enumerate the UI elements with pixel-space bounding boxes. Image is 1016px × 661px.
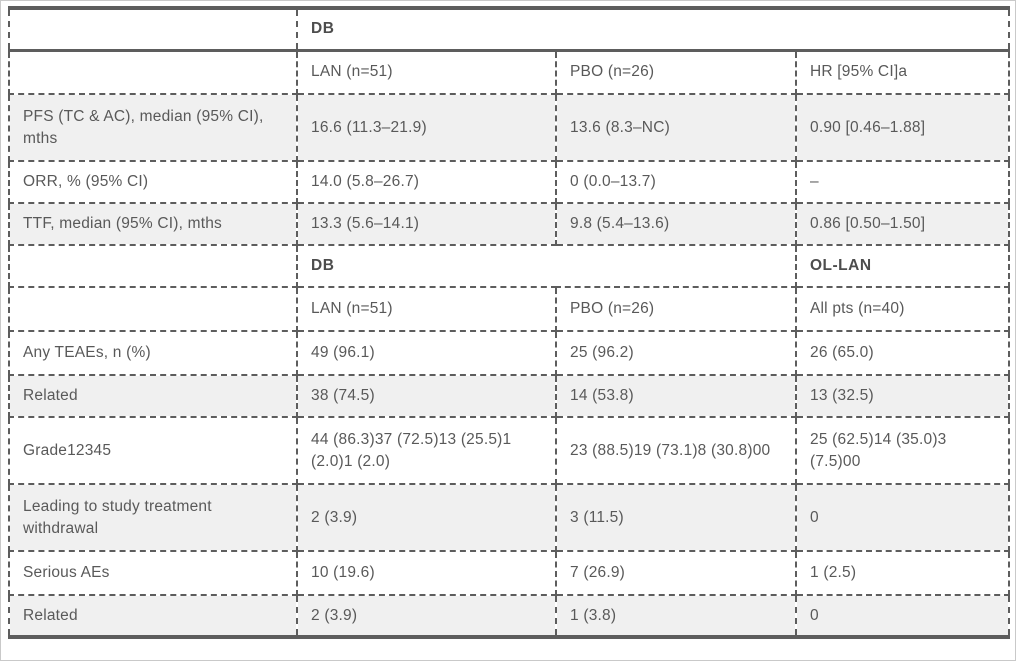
empty-corner-cell	[8, 244, 298, 288]
pfs-pbo-value: 13.6 (8.3–NC)	[555, 93, 797, 162]
safety-group-header-row: DB OL-LAN	[8, 244, 1011, 288]
grade-lan-value: 44 (86.3)37 (72.5)13 (25.5)1 (2.0)1 (2.0…	[296, 416, 557, 485]
row-label-orr: ORR, % (95% CI)	[8, 160, 298, 204]
column-header-pbo: PBO (n=26)	[555, 286, 797, 332]
serious-aes-pbo-value: 7 (26.9)	[555, 550, 797, 596]
safety-group-header-db: DB	[296, 244, 797, 288]
ttf-hr-value: 0.86 [0.50–1.50]	[794, 202, 1011, 246]
grade-pbo-value: 23 (88.5)19 (73.1)8 (30.8)00	[555, 416, 797, 485]
row-label-withdrawal: Leading to study treatment withdrawal	[8, 483, 298, 552]
empty-corner-cell	[8, 7, 298, 52]
table-row-orr: ORR, % (95% CI) 14.0 (5.8–26.7) 0 (0.0–1…	[8, 160, 1011, 204]
any-teaes-pbo-value: 25 (96.2)	[555, 330, 797, 376]
any-teaes-all-value: 26 (65.0)	[794, 330, 1011, 376]
empty-header-cell	[8, 286, 298, 332]
efficacy-group-header-row: DB	[8, 7, 1011, 52]
efficacy-column-header-row: LAN (n=51) PBO (n=26) HR [95% CI]a	[8, 49, 1011, 95]
row-label-serious-aes: Serious AEs	[8, 550, 298, 596]
related-serious-pbo-value: 1 (3.8)	[555, 594, 797, 638]
ttf-lan-value: 13.3 (5.6–14.1)	[296, 202, 557, 246]
efficacy-group-header-db: DB	[295, 7, 1011, 52]
safety-column-header-row: LAN (n=51) PBO (n=26) All pts (n=40)	[8, 286, 1011, 332]
withdrawal-all-value: 0	[794, 483, 1011, 552]
row-label-related: Related	[8, 374, 298, 418]
pfs-lan-value: 16.6 (11.3–21.9)	[296, 93, 557, 162]
orr-lan-value: 14.0 (5.8–26.7)	[296, 160, 557, 204]
safety-group-header-ol-lan: OL-LAN	[794, 244, 1011, 288]
table-row-serious-aes: Serious AEs 10 (19.6) 7 (26.9) 1 (2.5)	[8, 550, 1011, 596]
table-row-grade: Grade12345 44 (86.3)37 (72.5)13 (25.5)1 …	[8, 416, 1011, 485]
row-label-grade: Grade12345	[8, 416, 298, 485]
orr-pbo-value: 0 (0.0–13.7)	[555, 160, 797, 204]
table-row-related-teaes: Related 38 (74.5) 14 (53.8) 13 (32.5)	[8, 374, 1011, 418]
row-label-ttf: TTF, median (95% CI), mths	[8, 202, 298, 246]
pfs-hr-value: 0.90 [0.46–1.88]	[794, 93, 1011, 162]
empty-header-cell	[8, 49, 298, 95]
table-row-withdrawal: Leading to study treatment withdrawal 2 …	[8, 483, 1011, 552]
serious-aes-all-value: 1 (2.5)	[794, 550, 1011, 596]
related-all-value: 13 (32.5)	[794, 374, 1011, 418]
column-header-lan: LAN (n=51)	[296, 286, 557, 332]
any-teaes-lan-value: 49 (96.1)	[296, 330, 557, 376]
related-serious-lan-value: 2 (3.9)	[296, 594, 557, 638]
grade-all-value: 25 (62.5)14 (35.0)3 (7.5)00	[794, 416, 1011, 485]
related-serious-all-value: 0	[794, 594, 1011, 638]
table-row-any-teaes: Any TEAEs, n (%) 49 (96.1) 25 (96.2) 26 …	[8, 330, 1011, 376]
table-row-related-serious: Related 2 (3.9) 1 (3.8) 0	[8, 594, 1011, 638]
withdrawal-pbo-value: 3 (11.5)	[555, 483, 797, 552]
row-label-pfs: PFS (TC & AC), median (95% CI), mths	[8, 93, 298, 162]
table-row-pfs: PFS (TC & AC), median (95% CI), mths 16.…	[8, 93, 1011, 162]
column-header-hr: HR [95% CI]a	[794, 49, 1011, 95]
withdrawal-lan-value: 2 (3.9)	[296, 483, 557, 552]
column-header-pbo: PBO (n=26)	[555, 49, 797, 95]
related-lan-value: 38 (74.5)	[296, 374, 557, 418]
orr-hr-value: –	[794, 160, 1011, 204]
serious-aes-lan-value: 10 (19.6)	[296, 550, 557, 596]
table-row-ttf: TTF, median (95% CI), mths 13.3 (5.6–14.…	[8, 202, 1011, 246]
column-header-all-pts: All pts (n=40)	[794, 286, 1011, 332]
column-header-lan: LAN (n=51)	[296, 49, 557, 95]
ttf-pbo-value: 9.8 (5.4–13.6)	[555, 202, 797, 246]
clinical-results-table: DB LAN (n=51) PBO (n=26) HR [95% CI]a PF…	[8, 6, 1011, 639]
row-label-any-teaes: Any TEAEs, n (%)	[8, 330, 298, 376]
row-label-related: Related	[8, 594, 298, 638]
related-pbo-value: 14 (53.8)	[555, 374, 797, 418]
